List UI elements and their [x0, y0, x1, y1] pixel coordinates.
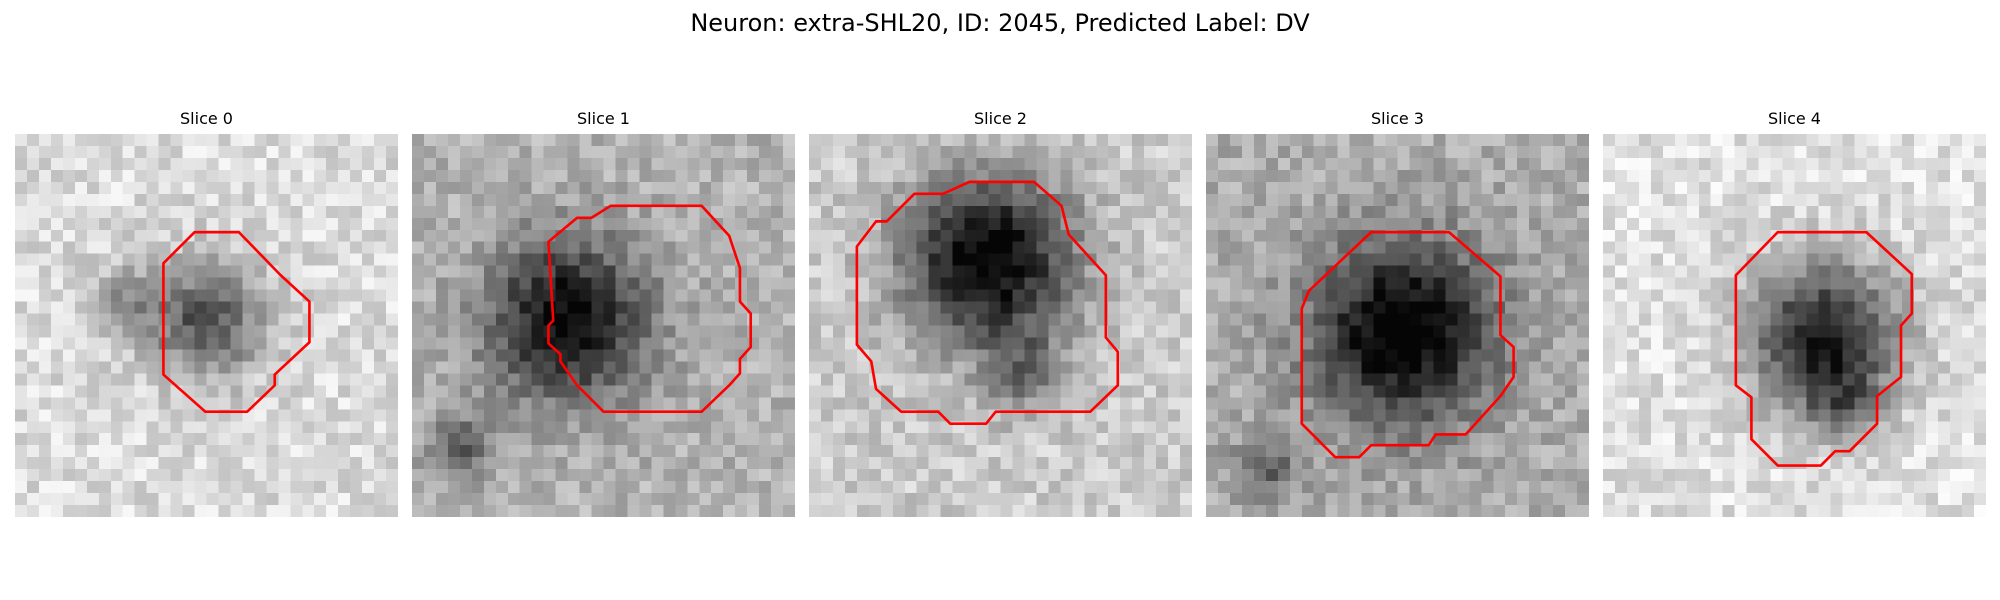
- panel-title: Slice 0: [180, 109, 233, 128]
- roi-contour: [162, 230, 311, 413]
- panel-slice-1: Slice 1: [412, 108, 795, 520]
- panel-slice-3: Slice 3: [1206, 108, 1589, 520]
- panel-title: Slice 4: [1768, 109, 1821, 128]
- roi-contour: [547, 204, 753, 413]
- panel-title: Slice 1: [577, 109, 630, 128]
- panel-slice-2: Slice 2: [809, 108, 1192, 520]
- slice-image: [809, 134, 1192, 517]
- slice-image: [412, 134, 795, 517]
- slice-pixels: [412, 134, 795, 517]
- slice-pixels: [15, 134, 398, 517]
- roi-contour: [855, 180, 1120, 425]
- slice-image: [1603, 134, 1986, 517]
- roi-contour: [1734, 230, 1914, 467]
- figure-title: Neuron: extra-SHL20, ID: 2045, Predicted…: [690, 9, 1310, 37]
- panel-slice-4: Slice 4: [1603, 108, 1986, 520]
- slice-pixels: [1206, 134, 1589, 517]
- roi-contour: [1300, 230, 1515, 459]
- slice-pixels: [809, 134, 1192, 517]
- slice-image: [1206, 134, 1589, 517]
- panel-title: Slice 2: [974, 109, 1027, 128]
- panel-title: Slice 3: [1371, 109, 1424, 128]
- slice-image: [15, 134, 398, 517]
- slice-pixels: [1603, 134, 1986, 517]
- panel-slice-0: Slice 0: [15, 108, 398, 520]
